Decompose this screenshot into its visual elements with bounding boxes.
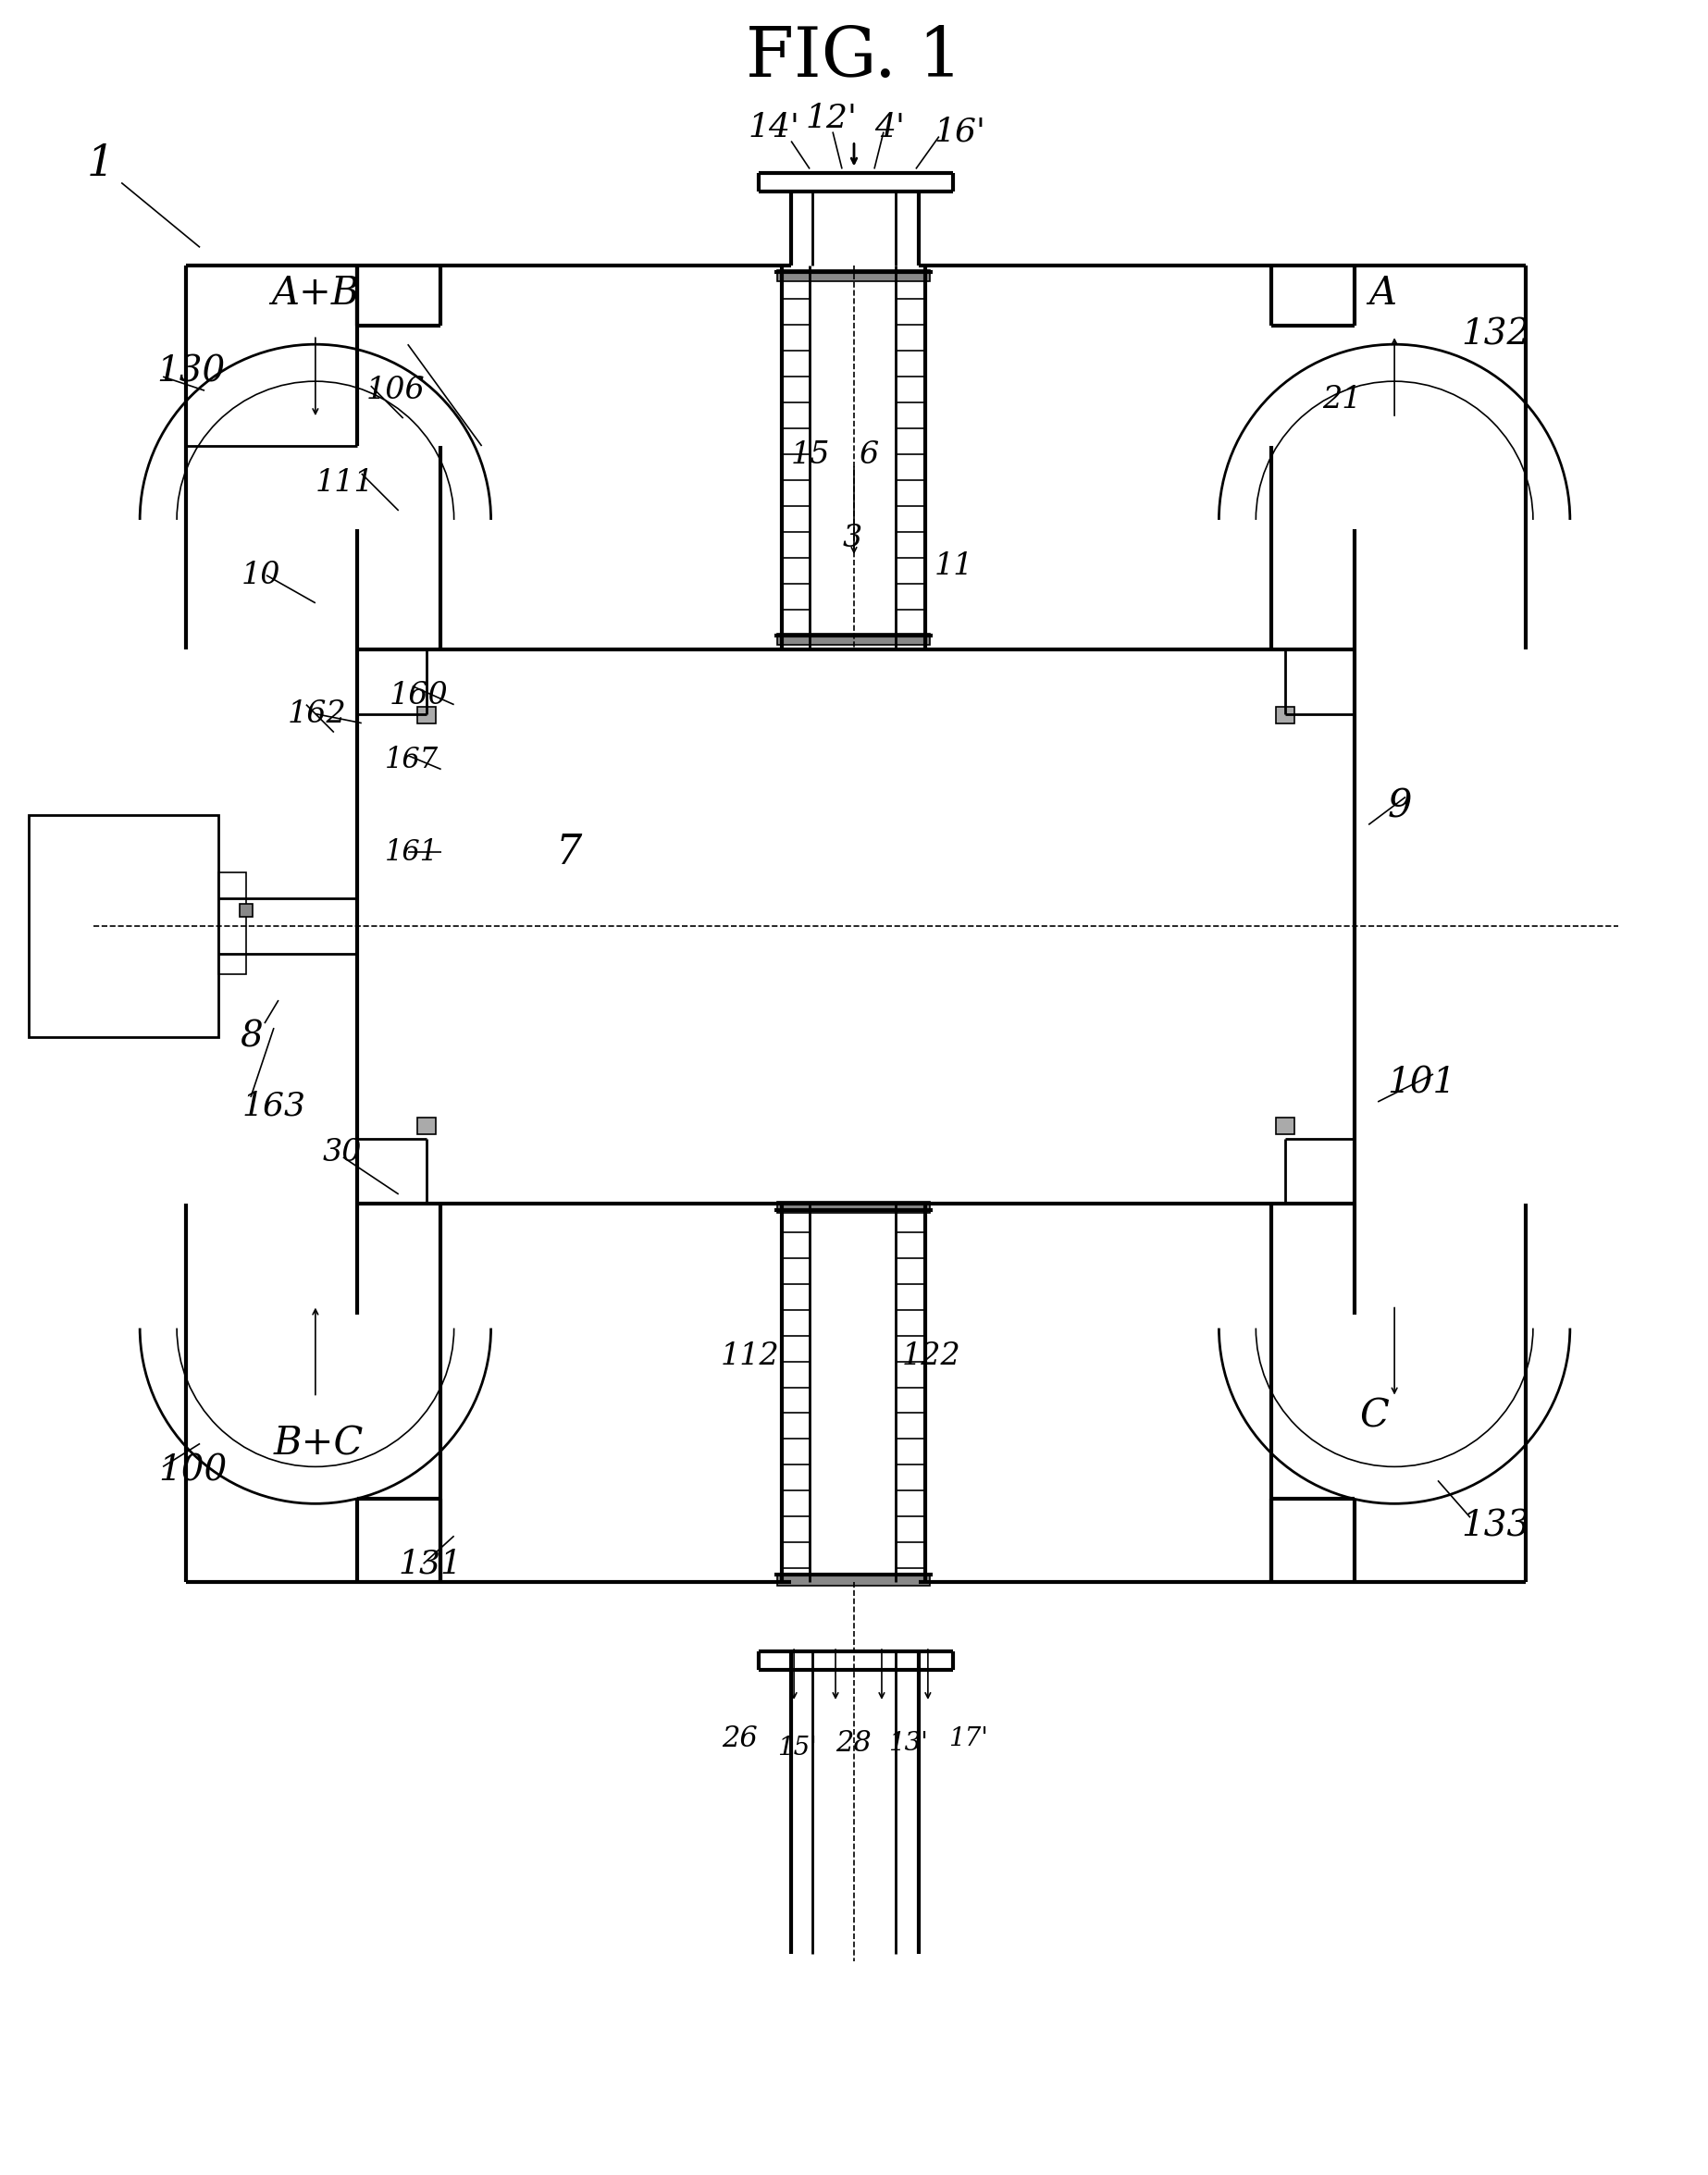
Text: 161: 161 xyxy=(384,837,439,868)
Text: 8: 8 xyxy=(239,1020,263,1055)
Text: 26: 26 xyxy=(722,1725,758,1753)
Text: 17': 17' xyxy=(948,1727,987,1751)
Text: 16': 16' xyxy=(934,115,986,148)
Text: 6: 6 xyxy=(859,439,878,470)
Text: 160: 160 xyxy=(389,681,447,711)
Bar xyxy=(1276,707,1295,722)
Text: 4': 4' xyxy=(874,111,905,144)
Bar xyxy=(777,270,929,281)
Text: 100: 100 xyxy=(159,1455,227,1488)
Bar xyxy=(29,816,219,1037)
Text: 3: 3 xyxy=(842,524,863,552)
Text: A+B: A+B xyxy=(272,274,359,313)
Text: B+C: B+C xyxy=(273,1425,364,1464)
Bar xyxy=(219,872,246,974)
Text: 163: 163 xyxy=(241,1090,306,1122)
Text: 133: 133 xyxy=(1460,1509,1530,1544)
Text: 30: 30 xyxy=(323,1138,362,1168)
Text: 162: 162 xyxy=(287,698,347,729)
Text: 167: 167 xyxy=(384,746,439,774)
Text: 9: 9 xyxy=(1387,787,1411,827)
Text: 1: 1 xyxy=(87,144,114,185)
Text: 112: 112 xyxy=(721,1342,779,1370)
Text: 106: 106 xyxy=(366,376,425,405)
Text: 111: 111 xyxy=(316,468,374,498)
Bar xyxy=(239,905,253,918)
Text: 122: 122 xyxy=(902,1342,962,1370)
Bar xyxy=(777,1201,929,1214)
Text: 28: 28 xyxy=(835,1729,871,1757)
Bar xyxy=(777,1575,929,1586)
Text: A: A xyxy=(1368,274,1397,313)
Text: C: C xyxy=(1360,1396,1389,1436)
Bar xyxy=(417,1118,436,1133)
Bar xyxy=(1276,1118,1295,1133)
Text: 130: 130 xyxy=(157,355,225,389)
Text: 101: 101 xyxy=(1387,1066,1455,1101)
Bar xyxy=(417,707,436,722)
Text: 14': 14' xyxy=(748,111,799,144)
Text: FIG. 1: FIG. 1 xyxy=(746,24,962,91)
Text: 13': 13' xyxy=(888,1731,927,1755)
Text: 11: 11 xyxy=(934,550,974,581)
Text: 21: 21 xyxy=(1322,385,1361,415)
Text: 7: 7 xyxy=(555,833,582,872)
Text: 15: 15 xyxy=(791,439,830,470)
Text: 10: 10 xyxy=(241,561,280,589)
Text: 132: 132 xyxy=(1460,318,1530,352)
Text: 131: 131 xyxy=(398,1549,463,1579)
Bar xyxy=(777,633,929,644)
Text: 12': 12' xyxy=(804,102,857,133)
Text: 15': 15' xyxy=(777,1736,816,1762)
